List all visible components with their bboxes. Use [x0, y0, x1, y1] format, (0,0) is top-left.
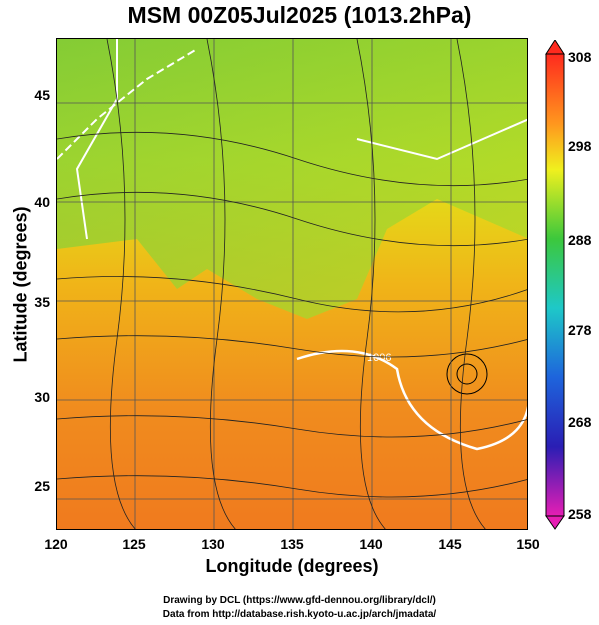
colorbar-tick-308: 308 — [568, 49, 592, 65]
colorbar-tick-268: 268 — [568, 414, 592, 430]
xtick-130: 130 — [201, 536, 225, 552]
isobar — [356, 118, 527, 161]
xtick-135: 135 — [280, 536, 304, 552]
streamlines — [57, 39, 527, 529]
xtick-120: 120 — [44, 536, 68, 552]
colorbar — [545, 40, 565, 530]
colorbar-gradient — [545, 53, 565, 517]
isobar — [296, 349, 527, 451]
map-panel: 1006 — [56, 38, 528, 530]
land-region — [57, 39, 527, 319]
colorbar-tick-278: 278 — [568, 322, 592, 338]
isobar-label: 1006 — [367, 352, 391, 364]
ytick-35: 35 — [34, 294, 50, 310]
xtick-150: 150 — [516, 536, 540, 552]
cyclone-center — [456, 363, 478, 385]
ytick-25: 25 — [34, 478, 50, 494]
ytick-45: 45 — [34, 87, 50, 103]
credit-dcl: Drawing by DCL (https://www.gfd-dennou.o… — [163, 595, 436, 606]
colorbar-tick-298: 298 — [568, 138, 592, 154]
y-axis-label: Latitude (degrees) — [10, 206, 31, 363]
xtick-125: 125 — [122, 536, 146, 552]
x-axis-label: Longitude (degrees) — [205, 556, 379, 576]
ytick-40: 40 — [34, 194, 50, 210]
colorbar-tick-258: 258 — [568, 506, 592, 522]
colorbar-tick-288: 288 — [568, 232, 592, 248]
cyclone-ring — [446, 353, 488, 395]
colorbar-top-triangle — [545, 40, 565, 55]
isobar — [57, 48, 198, 160]
map-canvas: 1006 — [57, 39, 527, 529]
xtick-140: 140 — [359, 536, 383, 552]
credit-data-source: Data from http://database.rish.kyoto-u.a… — [162, 609, 437, 620]
plot-title: MSM 00Z05Jul2025 (1013.2hPa) — [127, 2, 472, 28]
colorbar-bottom-triangle — [545, 515, 565, 530]
xtick-145: 145 — [438, 536, 462, 552]
grid — [57, 39, 527, 529]
ytick-30: 30 — [34, 389, 50, 405]
